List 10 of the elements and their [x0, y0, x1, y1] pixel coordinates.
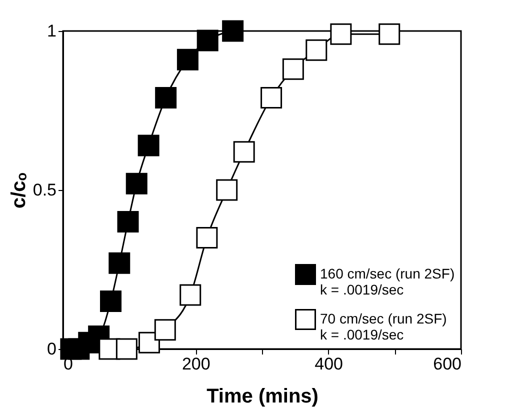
x-tick-label: 600: [433, 354, 462, 374]
y-tick-label: 1: [47, 22, 56, 40]
x-tick-label: 200: [182, 354, 210, 374]
legend-label: 160 cm/sec (run 2SF) k = .0019/sec: [320, 266, 455, 298]
x-axis-title: Time (mins): [206, 386, 318, 408]
y-axis-title: c/cₒ: [8, 172, 30, 209]
x-tick-label: 400: [314, 354, 344, 374]
y-tick-label: 0.5: [32, 180, 56, 200]
y-tick-label: 0: [47, 340, 56, 358]
legend-label: 70 cm/sec (run 2SF) k = .0019/sec: [320, 310, 447, 342]
